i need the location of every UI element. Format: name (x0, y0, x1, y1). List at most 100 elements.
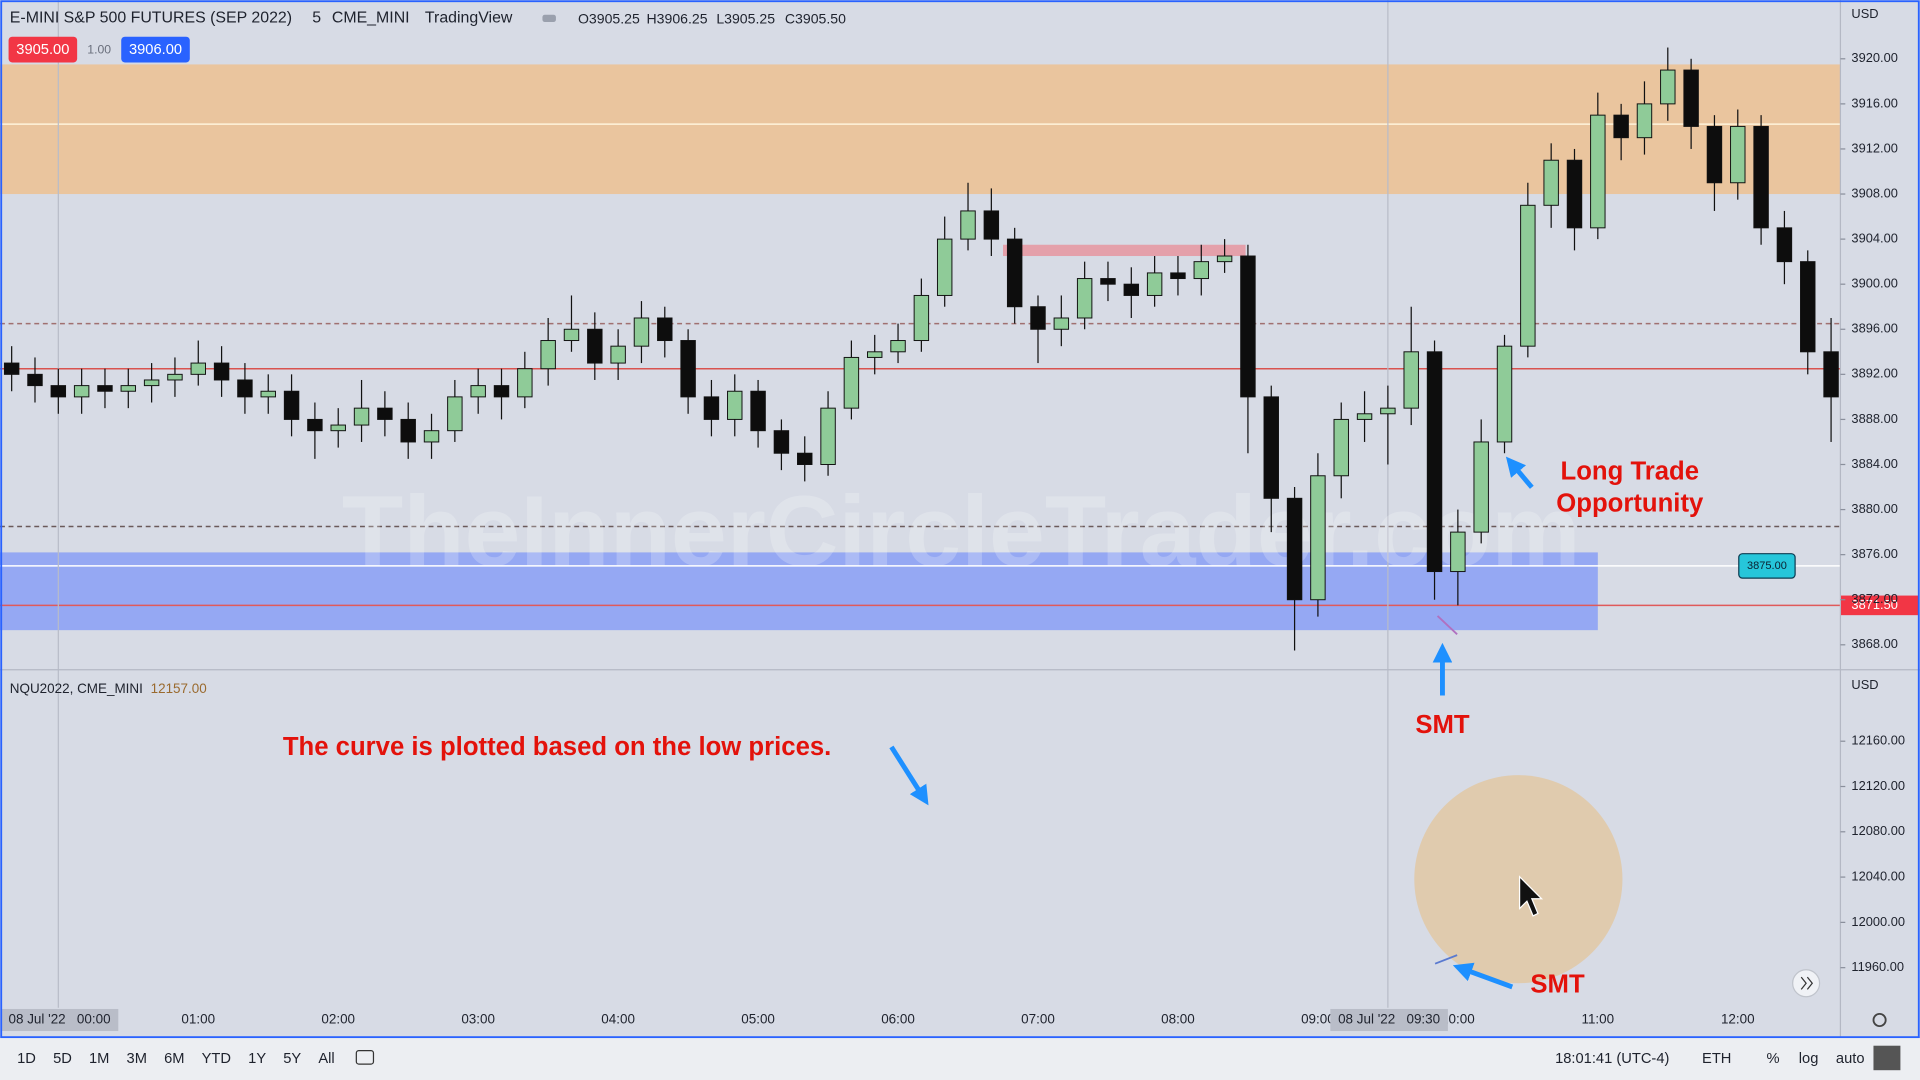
y-tick-label: 3900.00 (1851, 276, 1897, 291)
sell-price: 3905.00 (16, 42, 69, 58)
candle-body (1356, 413, 1373, 420)
log-toggle[interactable]: log (1799, 1051, 1819, 1067)
candle-body (1076, 278, 1093, 319)
annotation: The curve is plotted based on the low pr… (283, 733, 831, 761)
candle-body (1473, 441, 1489, 533)
candle-body (50, 385, 67, 398)
candle-body (120, 385, 137, 392)
y-tick-label: 3888.00 (1851, 411, 1897, 426)
axes: 3868.00 3872.00 3876.00 3880.00 3884.00 3888.… (0, 0, 1920, 1038)
candle-body (1706, 125, 1723, 184)
candle-body (843, 356, 860, 409)
range-button[interactable]: 5D (53, 1051, 72, 1067)
y-tick-label: 3876.00 (1851, 546, 1897, 561)
candle-body (1193, 261, 1210, 280)
arrow (889, 745, 929, 806)
candle-body (493, 385, 510, 398)
toolbar (0, 1037, 1920, 1080)
arrows (889, 456, 1534, 990)
range-button[interactable]: 1M (89, 1051, 109, 1067)
currency[interactable]: USD (1851, 6, 1878, 21)
candle-body (1123, 283, 1140, 296)
annotation: SMT (1415, 711, 1470, 739)
ohlc-open: O3905.25 (578, 10, 640, 26)
ohlc-high: H3906.25 (647, 10, 708, 26)
candle-body (307, 418, 323, 432)
buy-button[interactable] (121, 36, 190, 63)
candle-body (1636, 103, 1653, 139)
range-button[interactable]: YTD (202, 1051, 231, 1067)
range-button[interactable]: 1Y (248, 1051, 266, 1067)
candle-body (936, 238, 953, 296)
y-tick-label: 11960.00 (1851, 959, 1904, 974)
candle-body (1590, 114, 1606, 229)
y-tick-label: 12080.00 (1851, 823, 1905, 838)
candle-body (563, 328, 580, 342)
y-tick-label: 3872.00 (1851, 591, 1897, 606)
candle-body (1660, 69, 1676, 105)
source: TradingView (425, 10, 513, 27)
settings-button[interactable] (1872, 1012, 1887, 1028)
candle-body (1146, 272, 1163, 296)
annotation: SMT (1530, 971, 1585, 999)
candle-body (143, 379, 160, 387)
range-button[interactable]: 6M (164, 1051, 184, 1067)
candle-body (167, 373, 183, 381)
candle-body (1030, 306, 1046, 330)
candle-body (190, 362, 206, 375)
candle-body (797, 452, 813, 465)
candle-body (657, 317, 673, 342)
price-tag-label: 3871.50 (1851, 597, 1897, 612)
currency-lower[interactable]: USD (1851, 677, 1878, 692)
session[interactable]: ETH (1702, 1051, 1731, 1067)
candle-body (540, 340, 556, 370)
annotation: Long Trade (1561, 457, 1700, 485)
collapse-icon[interactable] (542, 14, 556, 23)
candle-body (1333, 418, 1349, 477)
candle-body (1450, 531, 1466, 573)
candle-body (1286, 497, 1303, 601)
zone (0, 64, 1841, 195)
crosshair-label-box (0, 1008, 119, 1032)
y-tick-label: 3912.00 (1851, 140, 1897, 155)
candle-body (680, 340, 696, 398)
candle-body (633, 317, 650, 347)
candle-body (260, 390, 276, 398)
candle-body (750, 390, 766, 432)
symbol-title: E-MINI S&P 500 FUTURES (SEP 2022) (10, 10, 292, 27)
y-tick-label: 12120.00 (1851, 778, 1905, 793)
sell-button[interactable] (8, 36, 78, 63)
y-tick-label: 3904.00 (1851, 230, 1897, 245)
auto-toggle[interactable]: auto (1836, 1051, 1865, 1067)
interval: 5 (312, 10, 321, 27)
arrow (1505, 456, 1534, 489)
exchange: CME_MINI (332, 10, 410, 27)
x-tick-label: 04:00 (601, 1012, 635, 1027)
candle-body (820, 407, 836, 465)
watermark: TheInnerCircleTrader.com (342, 475, 1581, 587)
candle-body (727, 390, 743, 420)
smt-line (1436, 615, 1458, 635)
candle-body (1216, 255, 1233, 263)
y-tick-label: 3880.00 (1851, 501, 1897, 516)
goto-date[interactable] (355, 1050, 375, 1065)
range-buttons: 1D 5D 1M 3M 6M YTD 1Y 5Y All (17, 1051, 335, 1067)
ohlc-low: L3905.25 (716, 10, 775, 26)
y-tick-label: 12160.00 (1851, 733, 1905, 748)
ohlc-close: C3905.50 (785, 10, 846, 26)
crosshair-label-box (1330, 1008, 1448, 1032)
cursor (1518, 875, 1544, 917)
range-button[interactable]: 1D (17, 1051, 36, 1067)
range-button[interactable]: 3M (127, 1051, 147, 1067)
candle-body (1403, 351, 1419, 409)
candle-body (1823, 351, 1839, 398)
y-tick-label: 3916.00 (1851, 95, 1897, 110)
marks: 3871.50 3875.00 (3, 47, 1919, 651)
candle-body (213, 362, 230, 381)
x-tick-label: 06:00 (881, 1012, 915, 1027)
avatar[interactable] (1873, 1045, 1901, 1071)
percent-toggle[interactable]: % (1767, 1051, 1780, 1067)
range-button[interactable]: All (318, 1051, 334, 1067)
range-button[interactable]: 5Y (283, 1051, 301, 1067)
